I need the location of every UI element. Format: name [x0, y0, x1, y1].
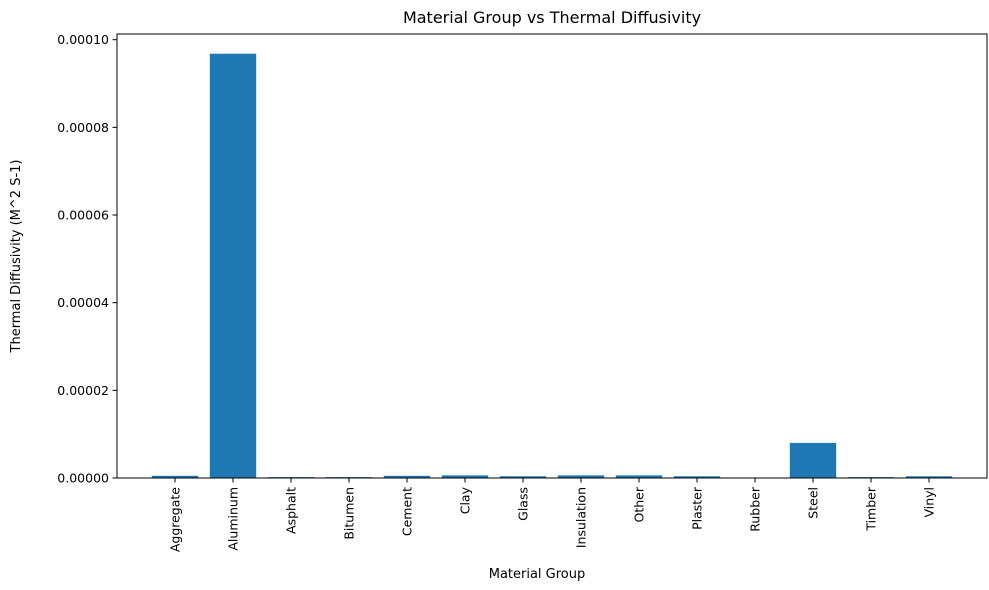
- x-tick-label-vinyl: Vinyl: [922, 487, 937, 518]
- x-tick-label-glass: Glass: [516, 487, 531, 521]
- bar-clay: [441, 475, 489, 478]
- x-tick-label-asphalt: Asphalt: [284, 487, 299, 534]
- x-tick-label-bitumen: Bitumen: [342, 487, 357, 540]
- x-axis: Aggregate Aluminum Asphalt Bitumen Cement Cla…: [168, 478, 937, 552]
- y-tick-label: 0.00010: [57, 32, 109, 47]
- y-tick-label: 0.00004: [57, 295, 109, 310]
- x-tick-label-plaster: Plaster: [690, 486, 705, 530]
- plot-area: [116, 33, 988, 479]
- y-tick-label: 0.00006: [57, 208, 109, 223]
- x-tick-label-aluminum: Aluminum: [226, 487, 241, 551]
- x-tick-label-timber: Timber: [864, 486, 879, 532]
- y-tick-label: 0.00002: [57, 383, 109, 398]
- x-tick-label-cement: Cement: [400, 487, 415, 536]
- plot-frame: [116, 33, 988, 479]
- x-tick-label-clay: Clay: [458, 486, 473, 514]
- bar-insulation: [557, 475, 605, 478]
- bar-plaster: [673, 476, 721, 478]
- y-tick-label: 0.00008: [57, 120, 109, 135]
- y-axis-label: Thermal Diffusivity (M^2 S-1): [9, 160, 24, 354]
- bar-steel: [789, 442, 837, 478]
- x-tick-label-aggregate: Aggregate: [168, 487, 183, 552]
- y-tick-label: 0.00000: [57, 471, 109, 486]
- bar-glass: [499, 476, 547, 478]
- y-axis: 0.00000 0.00002 0.00004 0.00006 0.00008 0.000…: [57, 32, 117, 486]
- x-tick-label-rubber: Rubber: [748, 486, 763, 532]
- bar-vinyl: [905, 476, 953, 478]
- bar-cement: [383, 475, 431, 478]
- bar-aggregate: [151, 475, 199, 478]
- x-tick-label-insulation: Insulation: [574, 487, 589, 548]
- chart-title: Material Group vs Thermal Diffusivity: [403, 8, 701, 27]
- x-axis-label: Material Group: [489, 567, 586, 582]
- x-tick-label-steel: Steel: [806, 487, 821, 519]
- bar-other: [615, 475, 663, 478]
- bar-aluminum: [209, 53, 257, 478]
- x-tick-label-other: Other: [632, 486, 647, 522]
